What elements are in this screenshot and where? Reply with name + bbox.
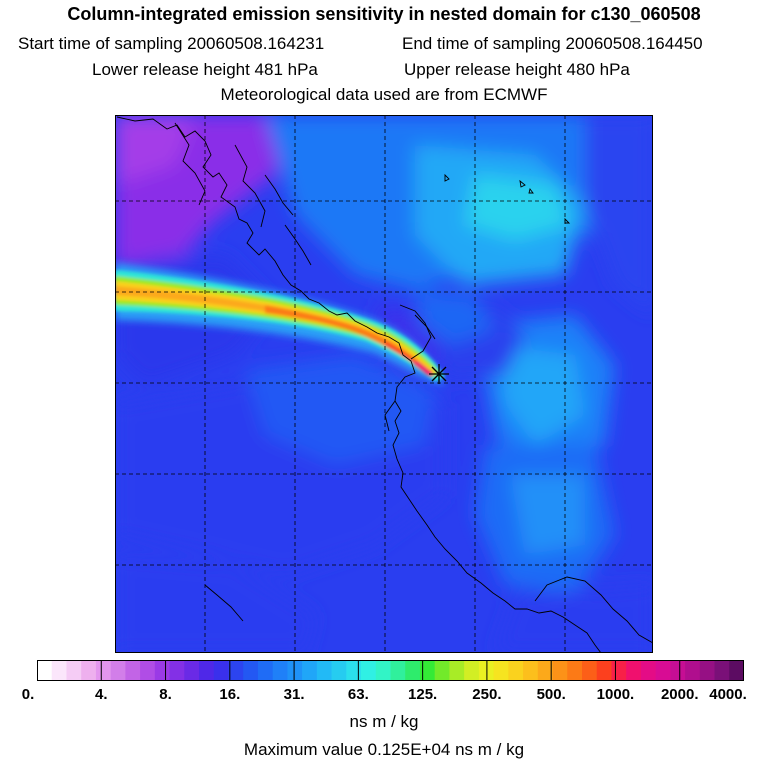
colorbar-tick-label: 8. <box>159 686 172 703</box>
colorbar-swatch <box>596 660 613 681</box>
colorbar-swatch <box>140 660 156 681</box>
colorbar-swatch <box>228 660 244 681</box>
colorbar-dividers <box>100 660 681 681</box>
colorbar-swatch <box>405 660 421 681</box>
coastlines <box>116 116 653 653</box>
colorbar-swatch <box>655 660 671 681</box>
colorbar-swatch <box>184 660 200 681</box>
colorbar-tick-label: 2000. <box>660 686 699 703</box>
upper-release-height-label: Upper release height 480 hPa <box>404 60 630 79</box>
colorbar-swatch <box>110 660 126 681</box>
release-point-cross <box>429 364 449 384</box>
colorbar-swatch <box>66 660 82 681</box>
maximum-value-label: Maximum value 0.125E+04 ns m / kg <box>243 740 525 759</box>
colorbar-tick-label: 125. <box>408 686 438 703</box>
colorbar-tick-label: 1000. <box>596 686 635 703</box>
colorbar-swatch <box>714 660 730 681</box>
colorbar-units-label: ns m / kg <box>349 712 419 731</box>
colorbar-tick-label: 0. <box>21 686 35 703</box>
gridlines <box>115 115 653 653</box>
sensitivity-field <box>115 115 653 653</box>
colorbar-frame <box>37 660 744 681</box>
colorbar-swatch <box>464 660 480 681</box>
colorbar-swatch <box>361 660 377 681</box>
colorbar-swatch <box>493 660 509 681</box>
colorbar-swatch <box>316 660 333 681</box>
colorbar-swatch <box>346 660 362 681</box>
colorbar-swatches <box>37 660 744 681</box>
lower-release-height-label: Lower release height 481 hPa <box>92 60 318 79</box>
end-time-label: End time of sampling 20060508.164450 <box>402 34 703 53</box>
colorbar-tick-label: 4. <box>95 686 108 703</box>
emission-plume <box>115 270 445 381</box>
colorbar-swatch <box>552 660 568 681</box>
colorbar-swatch <box>331 660 347 681</box>
colorbar-swatch <box>95 660 112 681</box>
colorbar-swatch <box>81 660 97 681</box>
colorbar-tick-label: 31. <box>283 686 305 703</box>
colorbar-swatch <box>419 660 436 681</box>
colorbar-swatch <box>434 660 451 681</box>
colorbar-swatch <box>699 660 716 681</box>
colorbar-swatch <box>611 660 627 681</box>
colorbar-tick-label: 500. <box>536 686 566 703</box>
colorbar-swatch <box>626 660 642 681</box>
colorbar-tick-label: 63. <box>347 686 369 703</box>
colorbar-swatch <box>287 660 303 681</box>
colorbar <box>37 660 744 681</box>
colorbar-swatch <box>243 660 259 681</box>
sensitivity-map <box>115 115 653 653</box>
colorbar-swatch <box>199 660 215 681</box>
colorbar-swatch <box>508 660 524 681</box>
colorbar-swatch <box>567 660 583 681</box>
start-time-label: Start time of sampling 20060508.164231 <box>18 34 325 53</box>
colorbar-swatch <box>125 660 141 681</box>
colorbar-swatch <box>670 660 686 681</box>
colorbar-tick-label: 16. <box>219 686 241 703</box>
colorbar-swatch <box>390 660 406 681</box>
colorbar-swatch <box>154 660 171 681</box>
map-frame <box>115 115 653 653</box>
colorbar-swatch <box>302 660 318 681</box>
colorbar-tick-label: 250. <box>472 686 502 703</box>
colorbar-swatch <box>537 660 554 681</box>
colorbar-swatch <box>51 660 68 681</box>
colorbar-swatch <box>272 660 288 681</box>
plot-title: Column-integrated emission sensitivity i… <box>67 4 701 24</box>
colorbar-swatch <box>37 660 53 681</box>
colorbar-swatch <box>729 660 744 681</box>
colorbar-swatch <box>449 660 465 681</box>
colorbar-tick-label: 4000. <box>709 686 747 703</box>
colorbar-swatch <box>169 660 185 681</box>
colorbar-swatch <box>257 660 274 681</box>
colorbar-swatch <box>640 660 657 681</box>
colorbar-swatch <box>213 660 230 681</box>
colorbar-swatch <box>523 660 539 681</box>
colorbar-swatch <box>581 660 598 681</box>
colorbar-swatch <box>685 660 701 681</box>
colorbar-swatch <box>375 660 392 681</box>
met-data-label: Meteorological data used are from ECMWF <box>220 85 548 104</box>
